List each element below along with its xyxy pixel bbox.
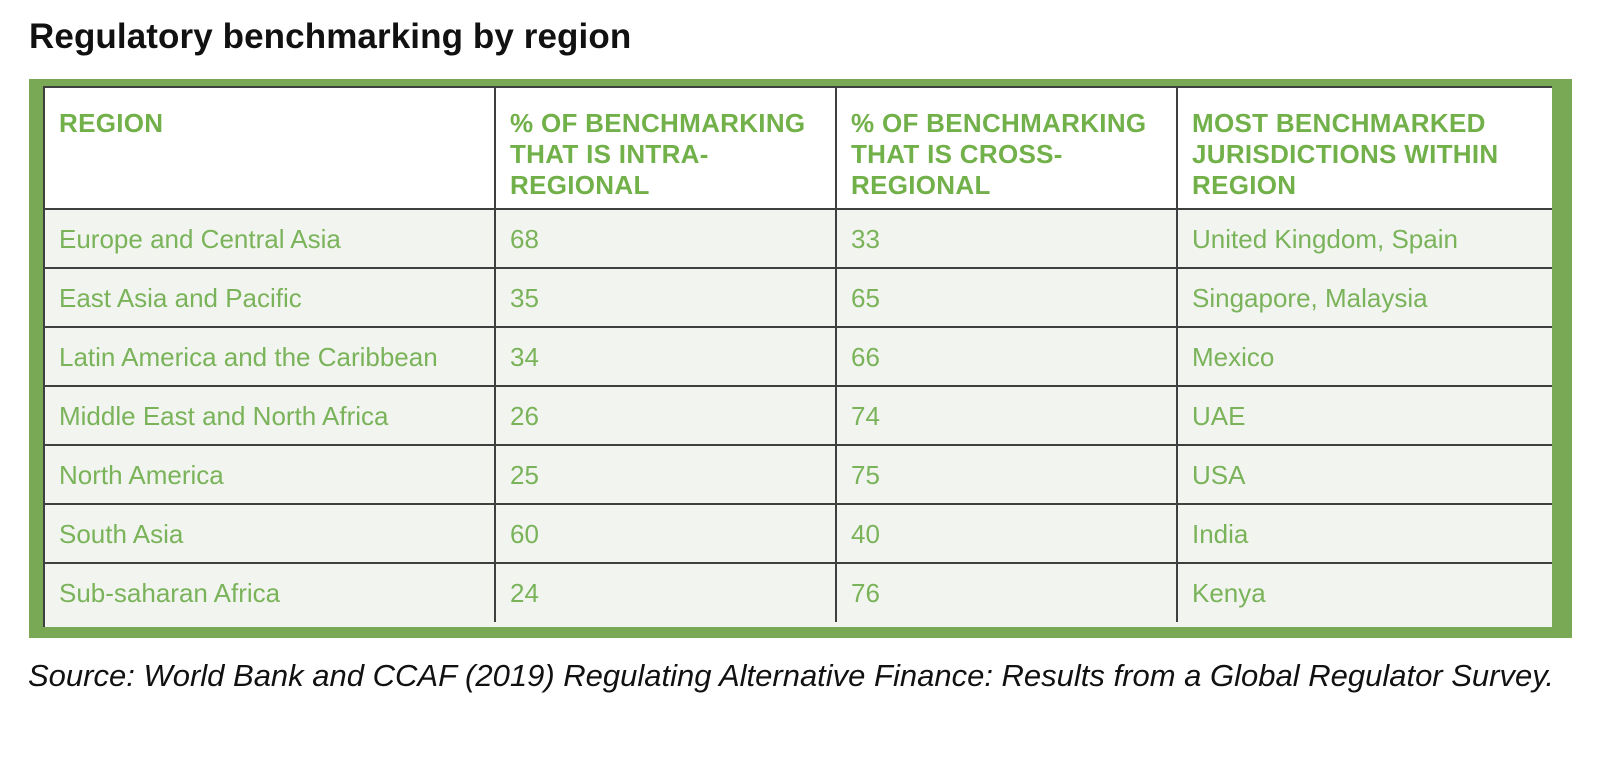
cell-region: Latin America and the Caribbean bbox=[45, 327, 496, 387]
cell-region: North America bbox=[45, 445, 496, 505]
table-frame: REGION % OF BENCHMARKING THAT IS INTRA-R… bbox=[29, 79, 1572, 638]
cell-intra-regional: 60 bbox=[495, 504, 837, 564]
cell-jurisdictions: UAE bbox=[1177, 386, 1552, 446]
cell-cross-regional: 75 bbox=[836, 445, 1178, 505]
table-row: Sub-saharan Africa 24 76 Kenya bbox=[45, 563, 1552, 622]
cell-cross-regional: 33 bbox=[836, 209, 1178, 269]
cell-cross-regional: 40 bbox=[836, 504, 1178, 564]
cell-intra-regional: 26 bbox=[495, 386, 837, 446]
source-note: Source: World Bank and CCAF (2019) Regul… bbox=[28, 658, 1555, 693]
cell-region: East Asia and Pacific bbox=[45, 268, 496, 328]
cell-region: Middle East and North Africa bbox=[45, 386, 496, 446]
cell-cross-regional: 76 bbox=[836, 563, 1178, 622]
cell-region: Europe and Central Asia bbox=[45, 209, 496, 269]
cell-jurisdictions: USA bbox=[1177, 445, 1552, 505]
cell-cross-regional: 66 bbox=[836, 327, 1178, 387]
cell-cross-regional: 65 bbox=[836, 268, 1178, 328]
cell-intra-regional: 35 bbox=[495, 268, 837, 328]
cell-intra-regional: 25 bbox=[495, 445, 837, 505]
table-row: Middle East and North Africa 26 74 UAE bbox=[45, 386, 1552, 446]
benchmarking-table: REGION % OF BENCHMARKING THAT IS INTRA-R… bbox=[45, 88, 1552, 622]
table-row: South Asia 60 40 India bbox=[45, 504, 1552, 564]
cell-jurisdictions: Mexico bbox=[1177, 327, 1552, 387]
cell-region: South Asia bbox=[45, 504, 496, 564]
cell-cross-regional: 74 bbox=[836, 386, 1178, 446]
page-title: Regulatory benchmarking by region bbox=[29, 17, 632, 56]
cell-region: Sub-saharan Africa bbox=[45, 563, 496, 622]
table-row: Europe and Central Asia 68 33 United Kin… bbox=[45, 209, 1552, 269]
table-header-row: REGION % OF BENCHMARKING THAT IS INTRA-R… bbox=[45, 88, 1552, 210]
table-container: REGION % OF BENCHMARKING THAT IS INTRA-R… bbox=[43, 86, 1552, 627]
table-row: Latin America and the Caribbean 34 66 Me… bbox=[45, 327, 1552, 387]
cell-intra-regional: 34 bbox=[495, 327, 837, 387]
header-region: REGION bbox=[45, 88, 496, 210]
header-cross-regional: % OF BENCHMARKING THAT IS CROSS-REGIONAL bbox=[836, 88, 1178, 210]
cell-intra-regional: 68 bbox=[495, 209, 837, 269]
header-most-benchmarked: MOST BENCHMARKED JURISDICTIONS WITHIN RE… bbox=[1177, 88, 1552, 210]
cell-jurisdictions: India bbox=[1177, 504, 1552, 564]
cell-jurisdictions: Kenya bbox=[1177, 563, 1552, 622]
header-intra-regional: % OF BENCHMARKING THAT IS INTRA-REGIONAL bbox=[495, 88, 837, 210]
cell-intra-regional: 24 bbox=[495, 563, 837, 622]
table-row: East Asia and Pacific 35 65 Singapore, M… bbox=[45, 268, 1552, 328]
cell-jurisdictions: United Kingdom, Spain bbox=[1177, 209, 1552, 269]
table-row: North America 25 75 USA bbox=[45, 445, 1552, 505]
cell-jurisdictions: Singapore, Malaysia bbox=[1177, 268, 1552, 328]
